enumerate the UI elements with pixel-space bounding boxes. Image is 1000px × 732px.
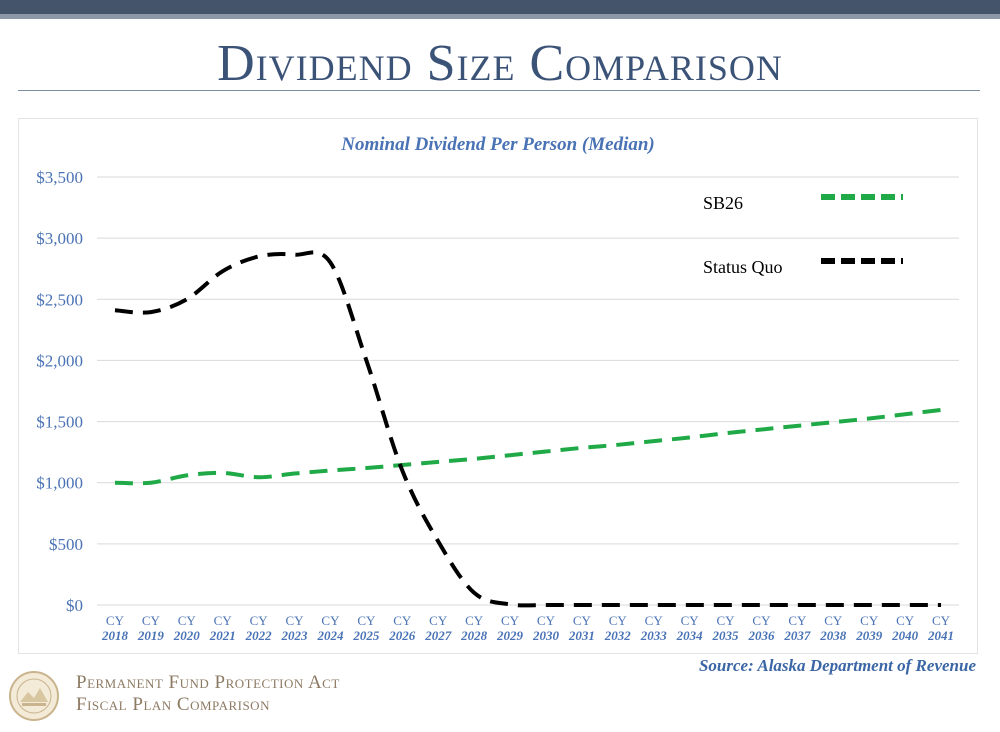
legend-label: SB26 [703,193,743,213]
x-tick-label: CY 2020 [173,613,201,643]
footer-subtitle: Fiscal Plan Comparison [76,694,270,715]
x-tick-label: CY 2032 [604,613,632,643]
x-tick-label: CY 2018 [101,613,129,643]
x-tick-label: CY 2022 [245,613,273,643]
line-chart: Nominal Dividend Per Person (Median) $0 $5… [36,134,959,643]
chart-area: Nominal Dividend Per Person (Median) $0 $5… [18,118,978,654]
footer-act-name: Permanent Fund Protection Act [76,672,340,693]
x-tick-label: CY 2021 [209,613,236,643]
y-tick-label: $2,000 [36,351,83,370]
x-tick-label: CY 2034 [676,613,704,643]
x-tick-label: CY 2025 [352,613,380,643]
x-tick-label: CY 2035 [712,613,740,643]
series-status-quo-line [114,250,942,608]
top-bar [0,0,1000,14]
slide-title: Dividend Size Comparison [217,35,783,92]
x-tick-label: CY 2031 [568,613,595,643]
x-tick-label: CY 2033 [640,613,668,643]
source-note: Source: Alaska Department of Revenue [698,656,976,675]
series-sb26-line [114,407,942,486]
x-tick-label: CY 2027 [424,613,452,643]
top-stripe [0,14,1000,19]
y-tick-label: $1,000 [36,474,83,493]
y-tick-label: $500 [49,535,83,554]
chart-title: Nominal Dividend Per Person (Median) [340,134,655,155]
x-tick-label: CY 2037 [783,613,811,643]
state-seal-icon [9,671,59,721]
x-tick-label: CY 2036 [747,613,775,643]
title-divider [18,90,980,91]
x-tick-label: CY 2023 [281,613,309,643]
legend-label: Status Quo [703,257,783,277]
x-tick-label: CY 2028 [460,613,488,643]
x-tick-label: CY 2040 [891,613,919,643]
x-tick-label: CY 2029 [496,613,524,643]
x-tick-label: CY 2026 [388,613,416,643]
y-tick-label: $3,000 [36,229,83,248]
y-tick-label: $1,500 [36,413,83,432]
y-tick-label: $0 [66,596,83,615]
y-tick-label: $2,500 [36,290,83,309]
x-tick-label: CY 2038 [819,613,847,643]
x-tick-label: CY 2041 [927,613,954,643]
x-tick-label: CY 2019 [137,613,165,643]
x-tick-label: CY 2024 [316,613,344,643]
y-tick-label: $3,500 [36,168,83,187]
x-tick-label: CY 2030 [532,613,560,643]
x-tick-label: CY 2039 [855,613,883,643]
